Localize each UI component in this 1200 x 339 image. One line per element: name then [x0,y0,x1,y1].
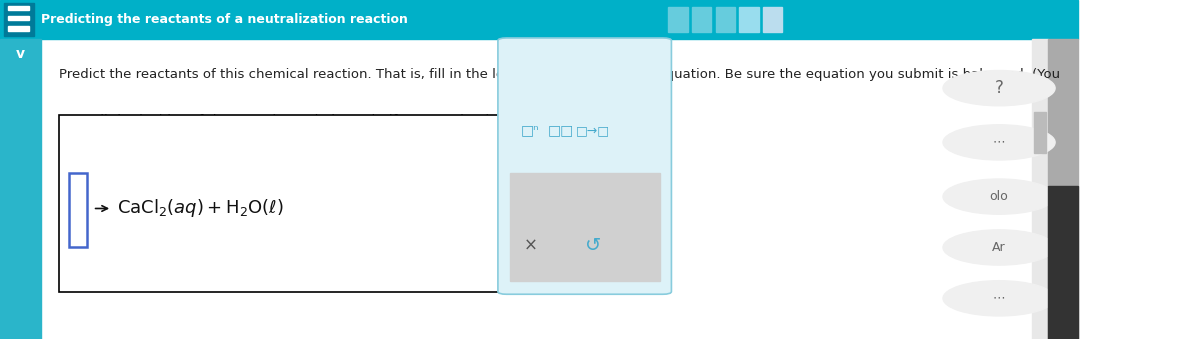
Text: ⋯: ⋯ [992,292,1006,305]
Circle shape [943,230,1055,265]
Bar [5,3,35,36]
Bar [692,7,712,32]
Text: □□: □□ [547,123,574,138]
Bar [715,7,736,32]
Text: ↺: ↺ [584,236,601,255]
Text: Predict the reactants of this chemical reaction. That is, fill in the left side : Predict the reactants of this chemical r… [59,68,1061,81]
Bar [1048,39,1078,339]
Bar [1033,112,1046,153]
Text: Predicting the reactants of a neutralization reaction: Predicting the reactants of a neutraliza… [41,13,408,26]
Circle shape [943,125,1055,160]
Text: $\mathrm{CaCl_2}(aq) + \mathrm{H_2O}(\ell)$: $\mathrm{CaCl_2}(aq) + \mathrm{H_2O}(\el… [118,198,284,219]
Bar [739,7,758,32]
Text: Ar: Ar [992,241,1006,254]
Bar [59,115,523,292]
Bar [668,7,688,32]
Text: v: v [16,47,25,61]
Text: ⋯: ⋯ [992,136,1006,149]
Text: ×: × [523,237,538,255]
Text: you are writing the molecular, and not the net ionic equation.: you are writing the molecular, and not t… [95,125,512,138]
Bar [68,173,88,247]
Circle shape [943,179,1055,214]
Text: ?: ? [995,79,1003,97]
Bar [510,47,660,170]
Bar [1048,186,1078,339]
Bar [7,6,29,10]
Text: olo: olo [990,190,1008,203]
Bar [1032,39,1048,339]
Bar [41,39,984,339]
Text: □ⁿ: □ⁿ [521,123,540,138]
Bar [0,0,1078,39]
Bar [7,16,29,20]
Circle shape [943,71,1055,106]
Bar [763,7,782,32]
Bar [7,26,29,31]
Bar [510,173,660,281]
Text: Note:: Note: [59,125,95,138]
FancyBboxPatch shape [498,38,672,294]
Text: can edit both sides of the equation to balance it, if you need to.): can edit both sides of the equation to b… [59,114,491,126]
Text: □→□: □→□ [576,124,610,137]
Bar [0,39,41,339]
Circle shape [943,281,1055,316]
